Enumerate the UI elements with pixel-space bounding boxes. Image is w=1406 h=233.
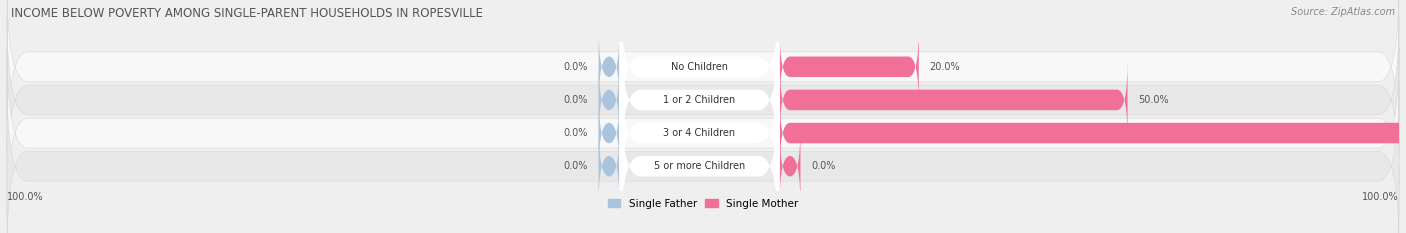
FancyBboxPatch shape: [599, 94, 620, 172]
FancyBboxPatch shape: [620, 77, 779, 233]
Text: Source: ZipAtlas.com: Source: ZipAtlas.com: [1291, 7, 1395, 17]
FancyBboxPatch shape: [620, 11, 779, 189]
FancyBboxPatch shape: [620, 0, 779, 156]
Text: 0.0%: 0.0%: [564, 62, 588, 72]
FancyBboxPatch shape: [7, 82, 1399, 233]
FancyBboxPatch shape: [599, 127, 620, 206]
Text: 50.0%: 50.0%: [1137, 95, 1168, 105]
Text: 100.0%: 100.0%: [1362, 192, 1399, 202]
Text: 0.0%: 0.0%: [811, 161, 835, 171]
FancyBboxPatch shape: [7, 48, 1399, 218]
Legend: Single Father, Single Mother: Single Father, Single Mother: [603, 194, 803, 213]
Text: 1 or 2 Children: 1 or 2 Children: [664, 95, 735, 105]
FancyBboxPatch shape: [620, 44, 779, 222]
FancyBboxPatch shape: [7, 15, 1399, 185]
FancyBboxPatch shape: [599, 61, 620, 139]
FancyBboxPatch shape: [599, 27, 620, 106]
Text: 0.0%: 0.0%: [564, 128, 588, 138]
FancyBboxPatch shape: [779, 61, 1128, 139]
FancyBboxPatch shape: [7, 0, 1399, 151]
FancyBboxPatch shape: [779, 27, 918, 106]
Text: 3 or 4 Children: 3 or 4 Children: [664, 128, 735, 138]
Text: 0.0%: 0.0%: [564, 161, 588, 171]
FancyBboxPatch shape: [779, 94, 1406, 172]
Text: 0.0%: 0.0%: [564, 95, 588, 105]
Text: 100.0%: 100.0%: [7, 192, 44, 202]
Text: 5 or more Children: 5 or more Children: [654, 161, 745, 171]
Text: 20.0%: 20.0%: [929, 62, 960, 72]
Text: No Children: No Children: [671, 62, 728, 72]
FancyBboxPatch shape: [779, 127, 800, 206]
Text: INCOME BELOW POVERTY AMONG SINGLE-PARENT HOUSEHOLDS IN ROPESVILLE: INCOME BELOW POVERTY AMONG SINGLE-PARENT…: [11, 7, 484, 20]
